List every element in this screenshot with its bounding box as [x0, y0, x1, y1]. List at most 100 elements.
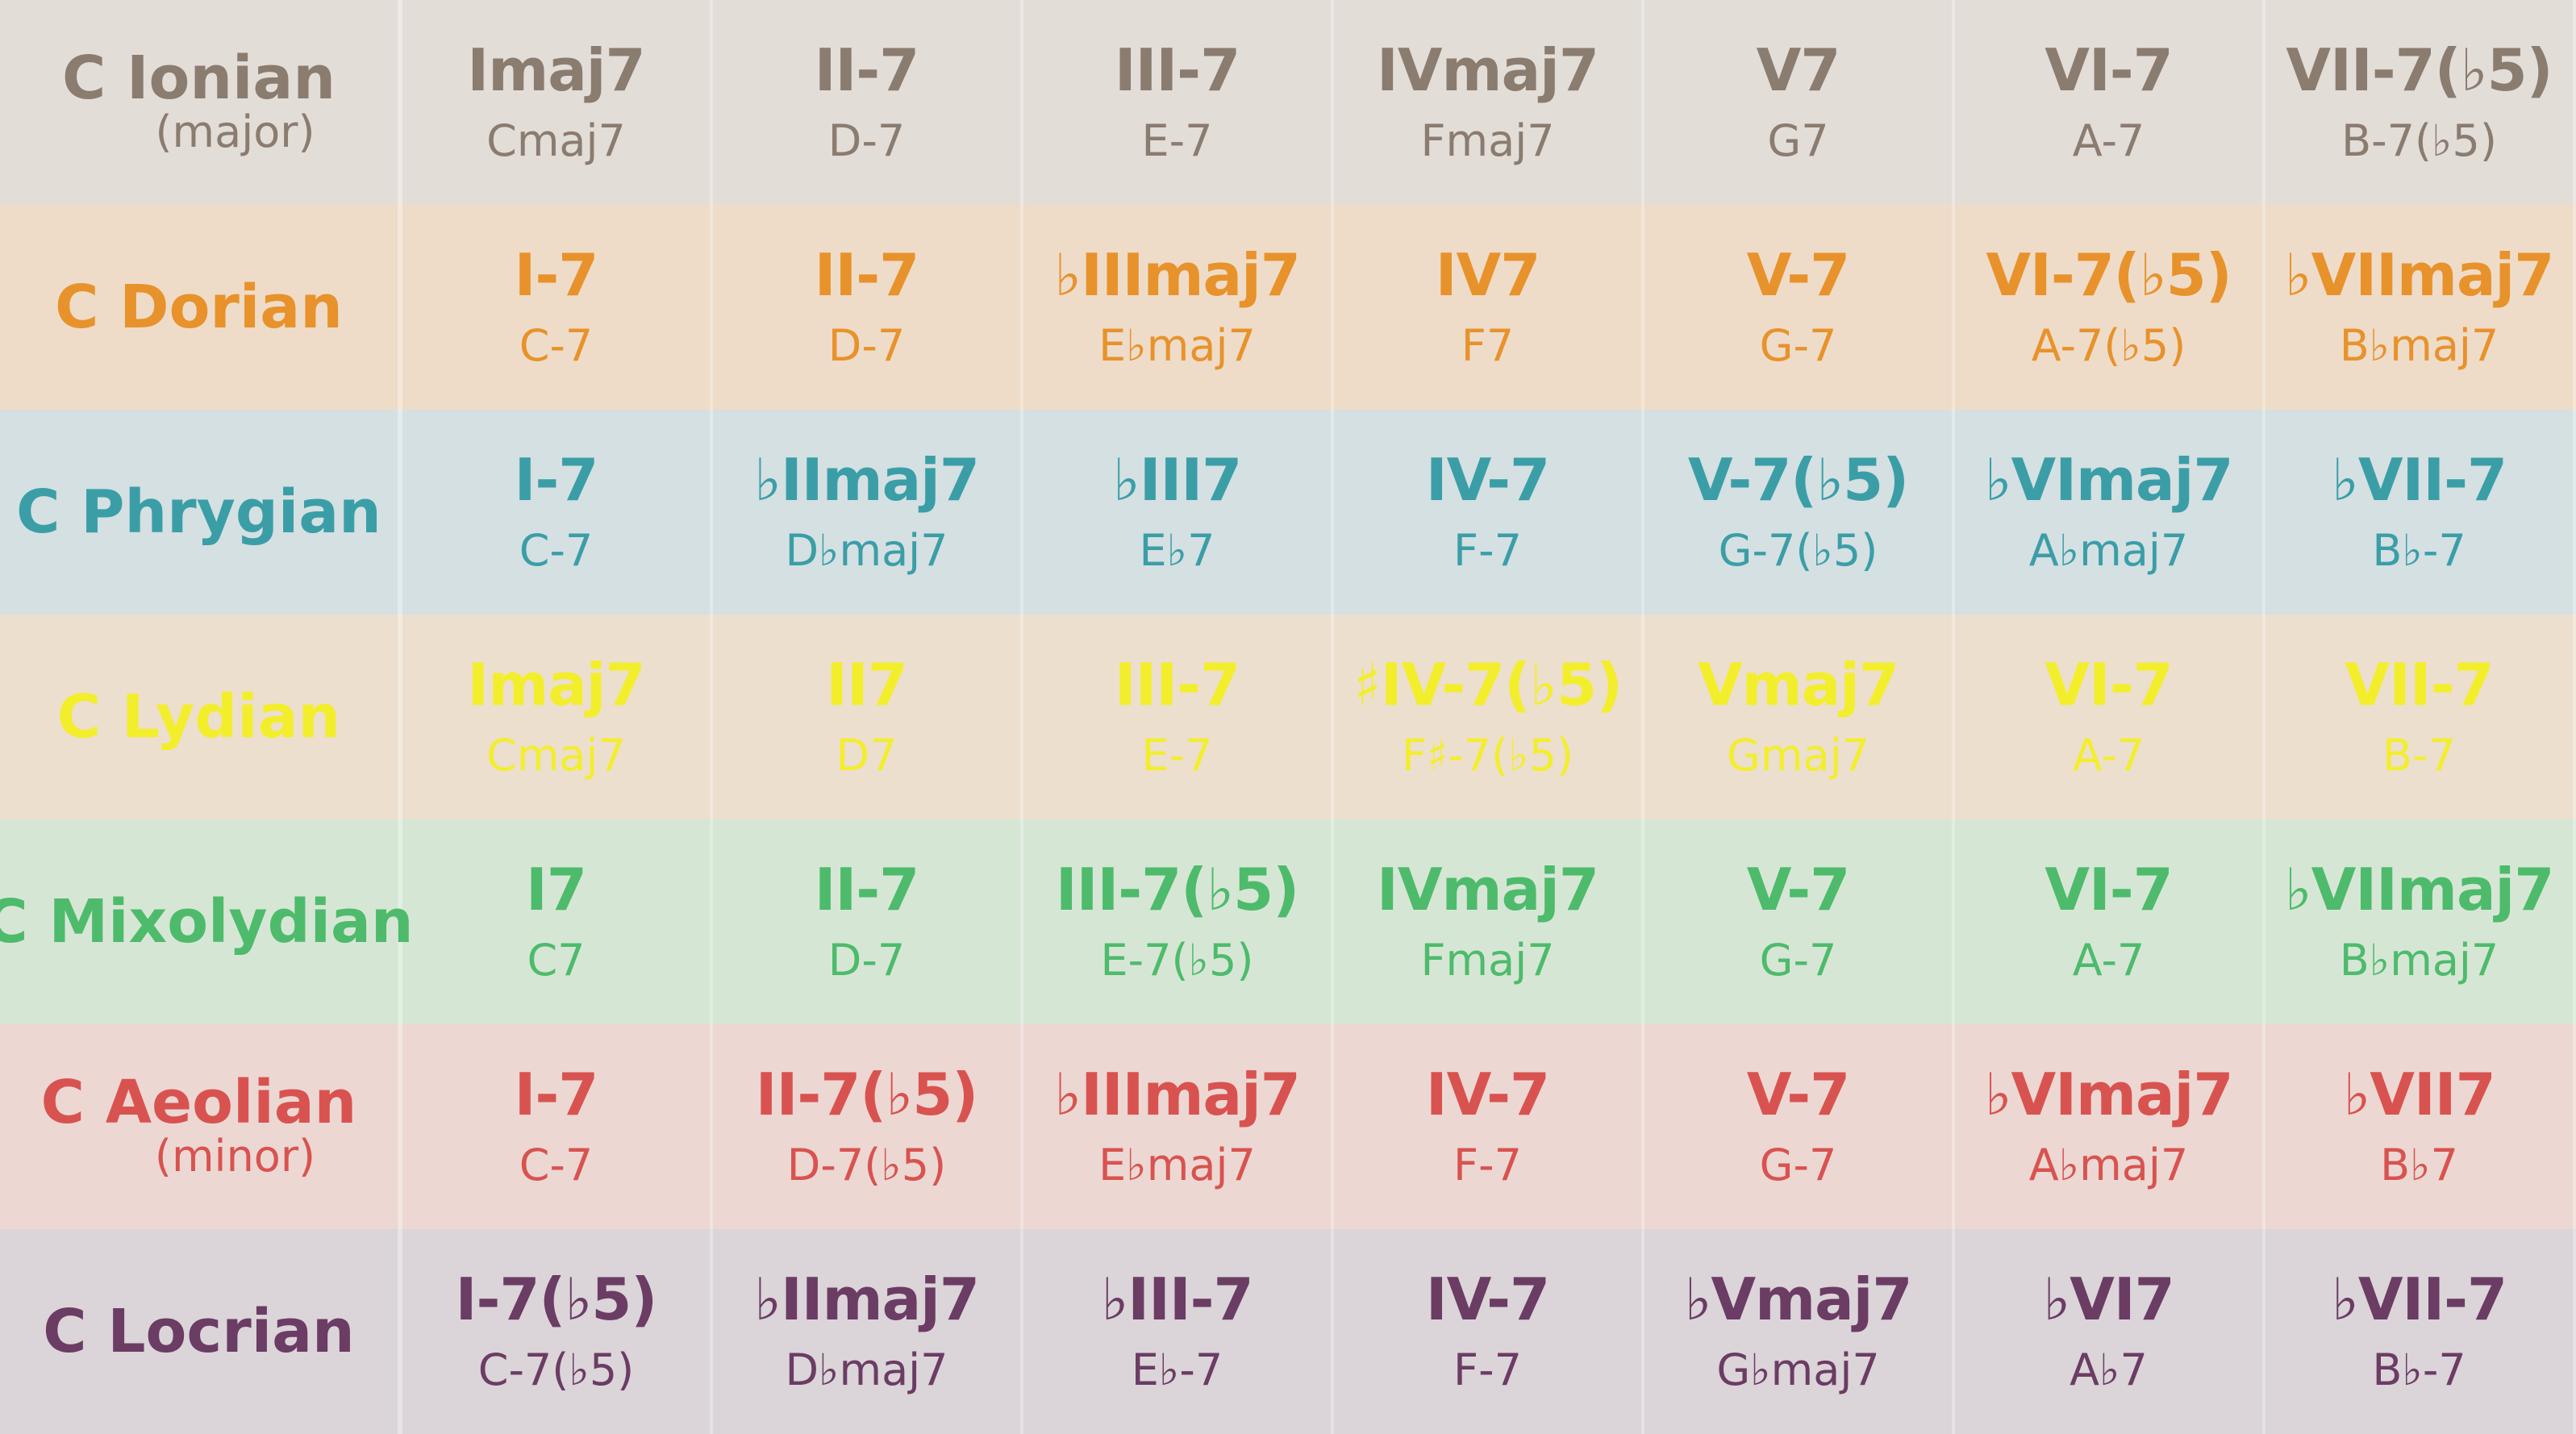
chord-cell: V-7 G-7	[1644, 819, 1955, 1024]
chord-name: C-7(♭5)	[477, 1344, 635, 1396]
chord-cell: V-7 G-7	[1644, 205, 1955, 410]
chord-cell: ♭Vmaj7 G♭maj7	[1644, 1229, 1955, 1434]
roman-numeral: ♭IImaj7	[754, 445, 980, 514]
chord-cell: VI-7 A-7	[1955, 0, 2265, 205]
chord-cell: II-7(♭5) D-7(♭5)	[713, 1024, 1023, 1229]
roman-numeral: I-7(♭5)	[455, 1265, 658, 1333]
chord-name: D-7	[827, 935, 906, 986]
chord-name: E♭-7	[1131, 1344, 1223, 1396]
roman-numeral: I7	[526, 855, 587, 923]
chord-cell: ♭IIImaj7 E♭maj7	[1023, 1024, 1334, 1229]
mode-row: C Locrian I-7(♭5) C-7(♭5) ♭IImaj7 D♭maj7 ♭III…	[0, 1229, 2576, 1434]
chord-name: D7	[836, 730, 898, 782]
chord-name: A♭7	[2070, 1344, 2148, 1396]
chord-cell: Vmaj7 Gmaj7	[1644, 615, 1955, 819]
roman-numeral: ♭VImaj7	[1984, 445, 2234, 514]
mode-row: C Lydian Imaj7 Cmaj7 II7 D7 III-7 E-7 ♯IV-7(♭5)…	[0, 615, 2576, 819]
mode-cell: C Lydian	[0, 615, 402, 819]
roman-numeral: Imaj7	[467, 650, 645, 719]
chord-name: B♭maj7	[2339, 935, 2499, 986]
chord-cell: II7 D7	[713, 615, 1023, 819]
roman-numeral: ♭VI7	[2043, 1265, 2175, 1333]
roman-numeral: ♭III-7	[1101, 1265, 1253, 1333]
chord-cell: I-7 C-7	[402, 205, 713, 410]
chord-name: A-7(♭5)	[2031, 320, 2186, 372]
chord-name: D♭maj7	[785, 525, 948, 577]
roman-numeral: V7	[1756, 35, 1841, 104]
mode-name: C Lydian	[56, 682, 341, 752]
mode-row: C Dorian I-7 C-7 II-7 D-7 ♭IIImaj7 E♭maj7 IV7 F7…	[0, 205, 2576, 410]
chord-cell: ♭IIImaj7 E♭maj7	[1023, 205, 1334, 410]
chord-name: F♯-7(♭5)	[1402, 730, 1574, 782]
chord-name: D-7	[827, 115, 906, 167]
chord-cell: ♭VII7 B♭7	[2265, 1024, 2576, 1229]
mode-cell: C Dorian	[0, 205, 402, 410]
chord-cell: IVmaj7 Fmaj7	[1334, 0, 1644, 205]
roman-numeral: I-7	[514, 240, 599, 309]
chord-name: E-7	[1141, 115, 1213, 167]
chord-cell: ♯IV-7(♭5) F♯-7(♭5)	[1334, 615, 1644, 819]
chord-name: Cmaj7	[486, 730, 626, 782]
roman-numeral: III-7(♭5)	[1055, 855, 1299, 923]
chord-name: A♭maj7	[2028, 1140, 2189, 1191]
mode-row: C Ionian (major) Imaj7 Cmaj7 II-7 D-7 III-7 E-7…	[0, 0, 2576, 205]
roman-numeral: ♭VII-7	[2331, 1265, 2507, 1333]
roman-numeral: II-7	[814, 35, 920, 104]
roman-numeral: VI-7	[2045, 855, 2173, 923]
chord-name: D♭maj7	[785, 1344, 948, 1396]
roman-numeral: V-7	[1746, 855, 1850, 923]
chord-name: F-7	[1453, 525, 1522, 577]
chord-cell: VII-7(♭5) B-7(♭5)	[2265, 0, 2576, 205]
chord-name: B-7	[2382, 730, 2456, 782]
mode-name: C Ionian	[61, 44, 336, 114]
chord-name: C-7	[519, 1140, 594, 1191]
roman-numeral: ♭IImaj7	[754, 1265, 980, 1333]
roman-numeral: I-7	[514, 445, 599, 514]
chord-cell: V-7(♭5) G-7(♭5)	[1644, 410, 1955, 615]
chord-cell: III-7 E-7	[1023, 615, 1334, 819]
chord-cell: ♭VI7 A♭7	[1955, 1229, 2265, 1434]
chord-name: G7	[1767, 115, 1829, 167]
roman-numeral: IV-7	[1425, 445, 1550, 514]
chord-name: A-7	[2072, 730, 2145, 782]
mode-name: C Dorian	[55, 273, 343, 342]
mode-row: C Aeolian (minor) I-7 C-7 II-7(♭5) D-7(♭5) ♭II…	[0, 1024, 2576, 1229]
roman-numeral: III-7	[1114, 650, 1240, 719]
roman-numeral: Imaj7	[467, 35, 645, 104]
roman-numeral: II-7	[814, 240, 920, 309]
chord-name: E♭7	[1139, 525, 1215, 577]
mode-name: C Phrygian	[16, 477, 381, 547]
roman-numeral: VII-7	[2345, 650, 2494, 719]
chord-name: A♭maj7	[2028, 525, 2189, 577]
chord-cell: ♭VII-7 B♭-7	[2265, 410, 2576, 615]
mode-cell: C Ionian (major)	[0, 0, 402, 205]
chord-cell: III-7 E-7	[1023, 0, 1334, 205]
chord-name: A-7	[2072, 935, 2145, 986]
chord-cell: VI-7(♭5) A-7(♭5)	[1955, 205, 2265, 410]
roman-numeral: I-7	[514, 1060, 599, 1128]
roman-numeral: IV7	[1435, 240, 1541, 309]
mode-name: C Aeolian	[40, 1068, 357, 1138]
roman-numeral: IV-7	[1425, 1060, 1550, 1128]
chord-name: F7	[1461, 320, 1515, 372]
roman-numeral: III-7	[1114, 35, 1240, 104]
chord-name: B-7(♭5)	[2341, 115, 2497, 167]
mode-cell: C Mixolydian	[0, 819, 414, 1024]
roman-numeral: ♭VImaj7	[1984, 1060, 2234, 1128]
chord-cell: I7 C7	[402, 819, 713, 1024]
chord-name: G-7(♭5)	[1718, 525, 1878, 577]
chord-cell: ♭III-7 E♭-7	[1023, 1229, 1334, 1434]
chord-cell: VI-7 A-7	[1955, 615, 2265, 819]
chord-name: D-7(♭5)	[786, 1140, 947, 1191]
roman-numeral: ♭VIImaj7	[2284, 240, 2555, 309]
chord-name: G-7	[1759, 320, 1837, 372]
chord-cell: I-7(♭5) C-7(♭5)	[402, 1229, 713, 1434]
roman-numeral: VI-7	[2045, 650, 2173, 719]
roman-numeral: VII-7(♭5)	[2286, 35, 2553, 104]
chord-name: C-7	[519, 525, 594, 577]
chord-name: Cmaj7	[486, 115, 626, 167]
roman-numeral: Vmaj7	[1697, 650, 1899, 719]
roman-numeral: ♭Vmaj7	[1684, 1265, 1912, 1333]
mode-cell: C Phrygian	[0, 410, 402, 615]
